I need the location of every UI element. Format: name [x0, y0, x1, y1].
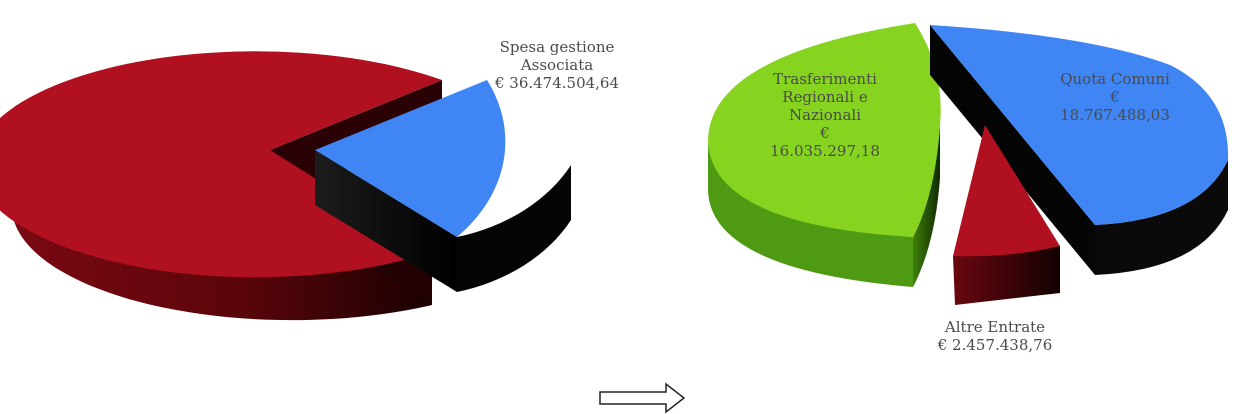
altre-entrate-label: Altre Entrate € 2.457.438,76 [937, 318, 1053, 354]
right-pie [708, 23, 1229, 305]
spesa-gestione-label: Spesa gestione Associata € 36.474.504,64 [494, 38, 620, 92]
right-pie-green-side [913, 125, 940, 287]
right-pie-green-top [708, 23, 941, 237]
right-pie-green-side-2 [708, 140, 913, 287]
right-pie-blue-side [930, 25, 1095, 275]
right-pie-blue-top [930, 25, 1229, 225]
right-arrow-icon [599, 382, 686, 414]
left-pie-red-top [0, 51, 442, 278]
right-pie-blue-side-2 [1095, 160, 1228, 275]
left-pie [0, 51, 571, 321]
left-pie-blue-top [315, 80, 506, 237]
right-pie-red-top [953, 125, 1060, 257]
left-pie-blue-side-2 [457, 165, 571, 292]
left-pie-blue-side [315, 150, 457, 292]
right-pie-red-side [953, 246, 1060, 305]
left-pie-red-side [12, 155, 432, 321]
quota-comuni-label: Quota Comuni € 18.767.488,03 [1060, 70, 1170, 124]
trasferimenti-label: Trasferimenti Regionali e Nazionali € 16… [770, 70, 880, 160]
